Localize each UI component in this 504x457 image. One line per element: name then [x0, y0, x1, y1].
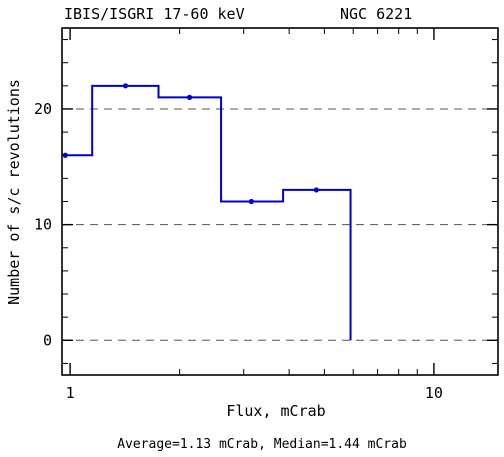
data-point-3	[186, 94, 193, 100]
y-tick-labels: 0 10 20	[34, 100, 52, 349]
stats-footer: Average=1.13 mCrab, Median=1.44 mCrab	[117, 437, 407, 452]
y-tick-label-0: 0	[43, 331, 52, 349]
data-point-4	[248, 198, 255, 205]
x-tick-label-10: 10	[425, 384, 443, 402]
x-tick-labels: 1 10	[66, 384, 443, 402]
histogram-step-line	[62, 84, 352, 341]
data-point-5	[313, 187, 319, 193]
chart-title-source: NGC 6221	[340, 5, 412, 23]
x-tick-label-1: 1	[66, 384, 75, 402]
x-axis-label: Flux, mCrab	[226, 402, 325, 420]
grid-lines	[62, 108, 498, 341]
data-point-1	[62, 152, 68, 158]
histogram-series	[62, 83, 352, 341]
data-point-2	[122, 83, 129, 89]
y-tick-label-10: 10	[34, 216, 52, 234]
axis-ticks	[62, 28, 498, 375]
y-axis-label: Number of s/c revolutions	[5, 79, 23, 305]
chart-title-instrument: IBIS/ISGRI 17-60 keV	[64, 5, 245, 23]
y-tick-label-20: 20	[34, 100, 52, 118]
